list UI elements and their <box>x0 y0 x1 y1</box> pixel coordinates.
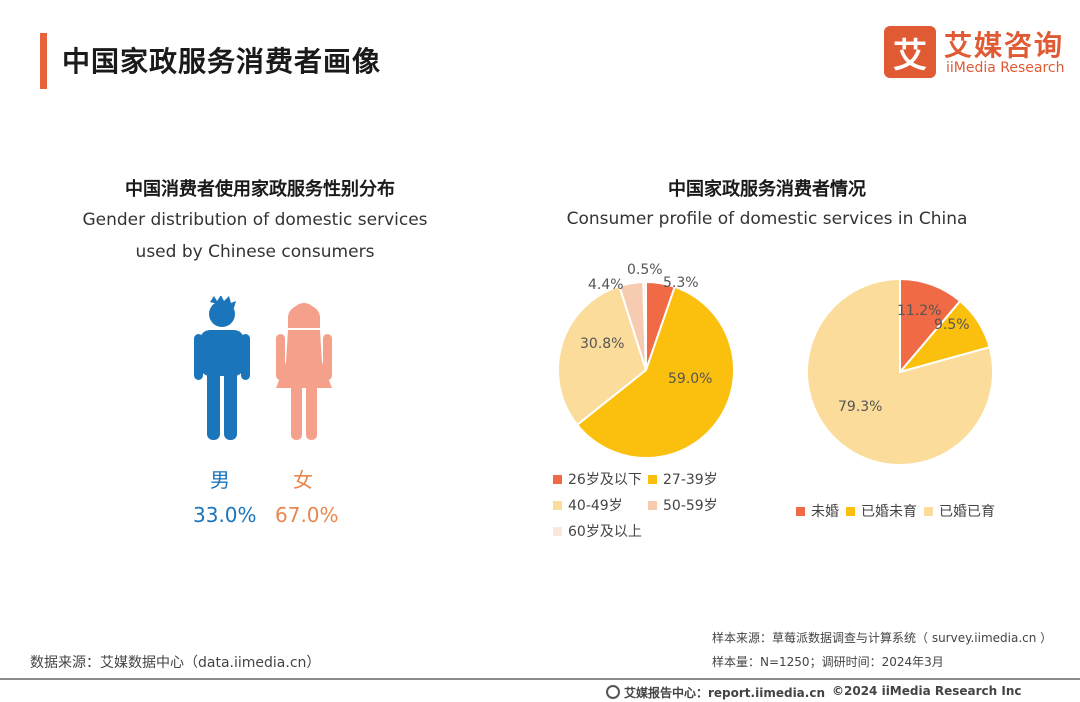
female-figure-icon <box>276 303 332 440</box>
female-percent: 67.0% <box>275 503 339 527</box>
legend-text: 已婚未育 <box>861 504 917 520</box>
legend-text: 60岁及以上 <box>568 524 642 540</box>
copyright: ©2024 iiMedia Research Inc <box>832 684 1022 698</box>
male-percent: 33.0% <box>193 503 257 527</box>
male-label: 男 <box>210 468 230 492</box>
legend-swatch <box>553 526 562 536</box>
marital-pie-slice-0 <box>899 277 962 375</box>
gender-chart-title-en-2: used by Chinese consumers <box>135 242 375 262</box>
legend-text: 已婚已育 <box>939 504 995 520</box>
marital-legend-item: 已婚未育 <box>846 501 917 521</box>
sample-size: 样本量：N=1250；调研时间：2024年3月 <box>712 655 944 669</box>
age-label-27-39: 59.0% <box>668 371 713 387</box>
legend-text: 26岁及以下 <box>568 472 642 488</box>
legend-text: 50-59岁 <box>663 498 718 514</box>
legend-swatch <box>648 500 657 510</box>
logo-text-cn: 艾媒咨询 <box>944 29 1065 62</box>
age-legend-item: 27-39岁 <box>648 469 718 489</box>
legend-text: 27-39岁 <box>663 472 718 488</box>
gender-chart-title-cn: 中国消费者使用家政服务性别分布 <box>125 179 395 200</box>
logo-text-en: iiMedia Research <box>946 60 1065 76</box>
age-legend-item: 40-49岁 <box>553 495 623 515</box>
page-title: 中国家政服务消费者画像 <box>62 45 382 78</box>
age-label-40-49: 30.8% <box>580 336 625 352</box>
male-figure-icon <box>194 296 250 440</box>
legend-text: 40-49岁 <box>568 498 623 514</box>
sample-source: 样本来源：草莓派数据调查与计算系统（ survey.iimedia.cn ） <box>712 631 1053 645</box>
legend-swatch <box>553 474 562 484</box>
legend-swatch <box>648 474 657 484</box>
marital-legend-item: 已婚已育 <box>924 501 995 521</box>
globe-icon <box>606 685 620 699</box>
title-accent-bar <box>40 33 47 89</box>
age-legend-item: 26岁及以下 <box>553 469 642 489</box>
age-legend-item: 60岁及以上 <box>553 521 642 541</box>
legend-swatch <box>846 506 855 516</box>
age-label-26below: 5.3% <box>663 275 699 291</box>
marital-label-married-nochild: 9.5% <box>934 317 970 333</box>
legend-swatch <box>553 500 562 510</box>
data-source: 数据来源：艾媒数据中心（data.iimedia.cn） <box>30 655 321 671</box>
legend-swatch <box>796 506 805 516</box>
logo-icon: 艾 <box>884 26 936 78</box>
legend-text: 未婚 <box>811 504 839 520</box>
legend-swatch <box>924 506 933 516</box>
marital-pie-slice-2 <box>806 277 994 466</box>
age-pie-slice-1 <box>575 285 735 459</box>
age-label-60plus: 0.5% <box>627 262 663 278</box>
age-label-50-59: 4.4% <box>588 277 624 293</box>
marital-label-unmarried: 11.2% <box>897 303 942 319</box>
footer-divider <box>0 678 1080 680</box>
profile-chart-title-cn: 中国家政服务消费者情况 <box>668 179 866 200</box>
age-legend-item: 50-59岁 <box>648 495 718 515</box>
report-center-link[interactable]: 艾媒报告中心：report.iimedia.cn <box>624 686 825 700</box>
female-label: 女 <box>293 468 313 492</box>
age-pie-slice-4 <box>642 280 647 371</box>
marital-legend-item: 未婚 <box>796 501 839 521</box>
gender-chart-title-en-1: Gender distribution of domestic services <box>82 210 428 230</box>
age-pie-slice-2 <box>557 284 648 427</box>
profile-chart-title-en: Consumer profile of domestic services in… <box>566 209 968 229</box>
marital-label-married-child: 79.3% <box>838 399 883 415</box>
